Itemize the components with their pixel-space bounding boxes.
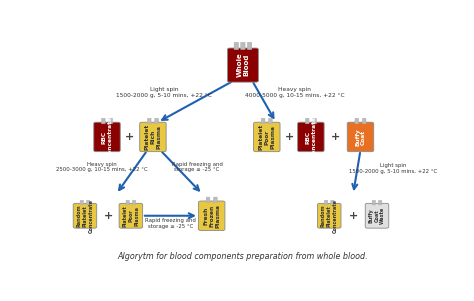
FancyBboxPatch shape [379, 200, 382, 205]
Text: Whole
Blood: Whole Blood [237, 53, 249, 77]
FancyBboxPatch shape [313, 118, 317, 124]
FancyBboxPatch shape [101, 118, 105, 124]
FancyBboxPatch shape [331, 200, 334, 205]
FancyBboxPatch shape [109, 118, 112, 124]
FancyBboxPatch shape [324, 200, 328, 205]
Text: Platelet
Rich
Plasma: Platelet Rich Plasma [145, 124, 161, 150]
FancyBboxPatch shape [347, 122, 374, 152]
FancyBboxPatch shape [247, 42, 252, 50]
FancyBboxPatch shape [147, 118, 151, 124]
FancyBboxPatch shape [261, 118, 265, 124]
Text: Light spin
1500-2000 g, 5-10 mins, +22 °C: Light spin 1500-2000 g, 5-10 mins, +22 °… [116, 87, 212, 98]
Text: RBC
Concentrate: RBC Concentrate [305, 116, 316, 157]
Text: Algorytm for blood components preparation from whole blood.: Algorytm for blood components preparatio… [118, 252, 368, 261]
FancyBboxPatch shape [119, 203, 143, 228]
Text: Rapid freezing and
storage ≤ -25 °C: Rapid freezing and storage ≤ -25 °C [172, 162, 222, 172]
FancyBboxPatch shape [213, 197, 217, 203]
FancyBboxPatch shape [199, 201, 225, 231]
Text: RBC
Concentrate: RBC Concentrate [101, 116, 112, 157]
Text: Random
Platelet
Concentrate: Random Platelet Concentrate [77, 199, 93, 233]
Text: Buffy
Coat
Waste: Buffy Coat Waste [369, 207, 385, 224]
FancyBboxPatch shape [365, 203, 389, 228]
Text: Heavy spin
2500-3000 g, 10-15 mins, +22 °C: Heavy spin 2500-3000 g, 10-15 mins, +22 … [55, 162, 147, 172]
FancyBboxPatch shape [86, 200, 90, 205]
Text: +: + [103, 211, 113, 221]
Text: Platelet
Poor
Plasma: Platelet Poor Plasma [258, 124, 275, 150]
Text: Platelet
Poor
Plasma: Platelet Poor Plasma [123, 205, 139, 227]
FancyBboxPatch shape [234, 42, 238, 50]
FancyBboxPatch shape [298, 122, 324, 152]
FancyBboxPatch shape [126, 200, 129, 205]
FancyBboxPatch shape [372, 200, 375, 205]
Text: Random
Platelet
Concentrate: Random Platelet Concentrate [321, 199, 337, 233]
FancyBboxPatch shape [140, 122, 166, 152]
FancyBboxPatch shape [254, 122, 280, 152]
Text: +: + [285, 132, 294, 142]
Text: +: + [125, 132, 135, 142]
FancyBboxPatch shape [355, 118, 359, 124]
FancyBboxPatch shape [94, 122, 120, 152]
FancyBboxPatch shape [228, 48, 258, 82]
Text: Rapid freezing and
storage ≤ -25 °C: Rapid freezing and storage ≤ -25 °C [145, 219, 196, 229]
FancyBboxPatch shape [362, 118, 366, 124]
FancyBboxPatch shape [80, 200, 83, 205]
Text: +: + [331, 132, 340, 142]
FancyBboxPatch shape [318, 203, 341, 228]
Text: Light spin
1500-2000 g, 5-10 mins, +22 °C: Light spin 1500-2000 g, 5-10 mins, +22 °… [349, 163, 438, 174]
Text: Fresh
Frozen
Plasma: Fresh Frozen Plasma [203, 204, 220, 228]
FancyBboxPatch shape [241, 42, 245, 50]
FancyBboxPatch shape [73, 203, 97, 228]
Text: Buffy
Coat: Buffy Coat [355, 128, 366, 146]
FancyBboxPatch shape [305, 118, 309, 124]
FancyBboxPatch shape [206, 197, 210, 203]
Text: +: + [348, 211, 358, 221]
FancyBboxPatch shape [132, 200, 136, 205]
FancyBboxPatch shape [269, 118, 272, 124]
FancyBboxPatch shape [155, 118, 158, 124]
Text: Heavy spin
4000-5000 g, 10-15 mins, +22 °C: Heavy spin 4000-5000 g, 10-15 mins, +22 … [245, 87, 344, 98]
